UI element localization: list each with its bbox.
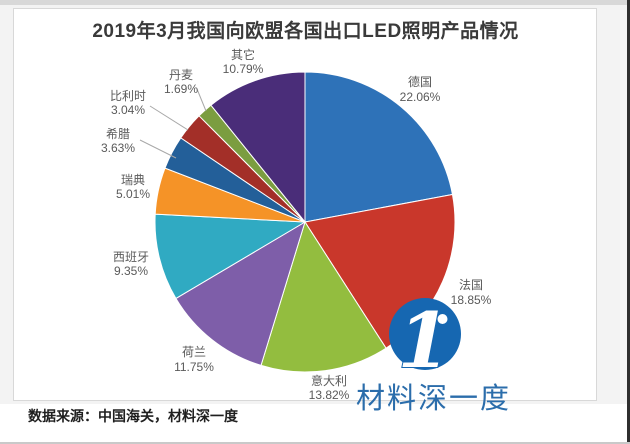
screenshot-right-edge xyxy=(627,0,630,444)
pie-value-italy: 13.82% xyxy=(309,388,350,402)
pie-label-france: 法国 xyxy=(459,278,483,292)
pie-label-italy: 意大利 xyxy=(311,373,347,388)
pie-value-others: 10.79% xyxy=(223,62,264,76)
pie-value-spain: 9.35% xyxy=(114,264,148,278)
pie-value-germany: 22.06% xyxy=(400,90,441,104)
pie-value-netherlands: 11.75% xyxy=(174,360,214,374)
pie-value-belgium: 3.04% xyxy=(111,103,145,117)
pie-value-greece: 3.63% xyxy=(101,141,135,155)
brand-watermark-text: 材料深一度 xyxy=(356,383,512,415)
brand-logo: 1 xyxy=(389,295,461,383)
leader-line-belgium xyxy=(149,105,189,131)
pie-slice-spain xyxy=(154,213,307,300)
pie-slice-netherlands xyxy=(175,220,306,367)
pie-slice-italy xyxy=(260,220,387,373)
pie-slice-others xyxy=(210,71,306,224)
pie-label-others: 其它 xyxy=(231,47,255,62)
source-note: 数据来源：中国海关，材料深一度 xyxy=(28,408,238,424)
pie-label-spain: 西班牙 xyxy=(113,250,149,264)
brand-logo-degree-dot xyxy=(437,314,448,324)
pie-label-sweden: 瑞典 xyxy=(121,173,145,187)
pie-value-sweden: 5.01% xyxy=(116,187,150,201)
pie-label-netherlands: 荷兰 xyxy=(182,345,206,359)
pie-label-greece: 希腊 xyxy=(106,126,130,141)
chart-title: 2019年3月我国向欧盟各国出口LED照明产品情况 xyxy=(92,21,519,42)
pie-label-denmark: 丹麦 xyxy=(169,68,193,82)
leader-line-denmark xyxy=(196,88,207,112)
pie-label-belgium: 比利时 xyxy=(110,89,146,103)
screenshot-bottom-edge xyxy=(0,442,630,444)
pie-value-denmark: 1.69% xyxy=(164,82,198,96)
pie-slice-germany xyxy=(304,71,454,223)
pie-value-france: 18.85% xyxy=(451,293,492,307)
pie-label-germany: 德国 xyxy=(408,74,432,89)
brand-logo-numeral: 1 xyxy=(398,296,451,383)
top-edge-strip xyxy=(0,0,630,5)
leader-line-greece xyxy=(139,139,177,159)
